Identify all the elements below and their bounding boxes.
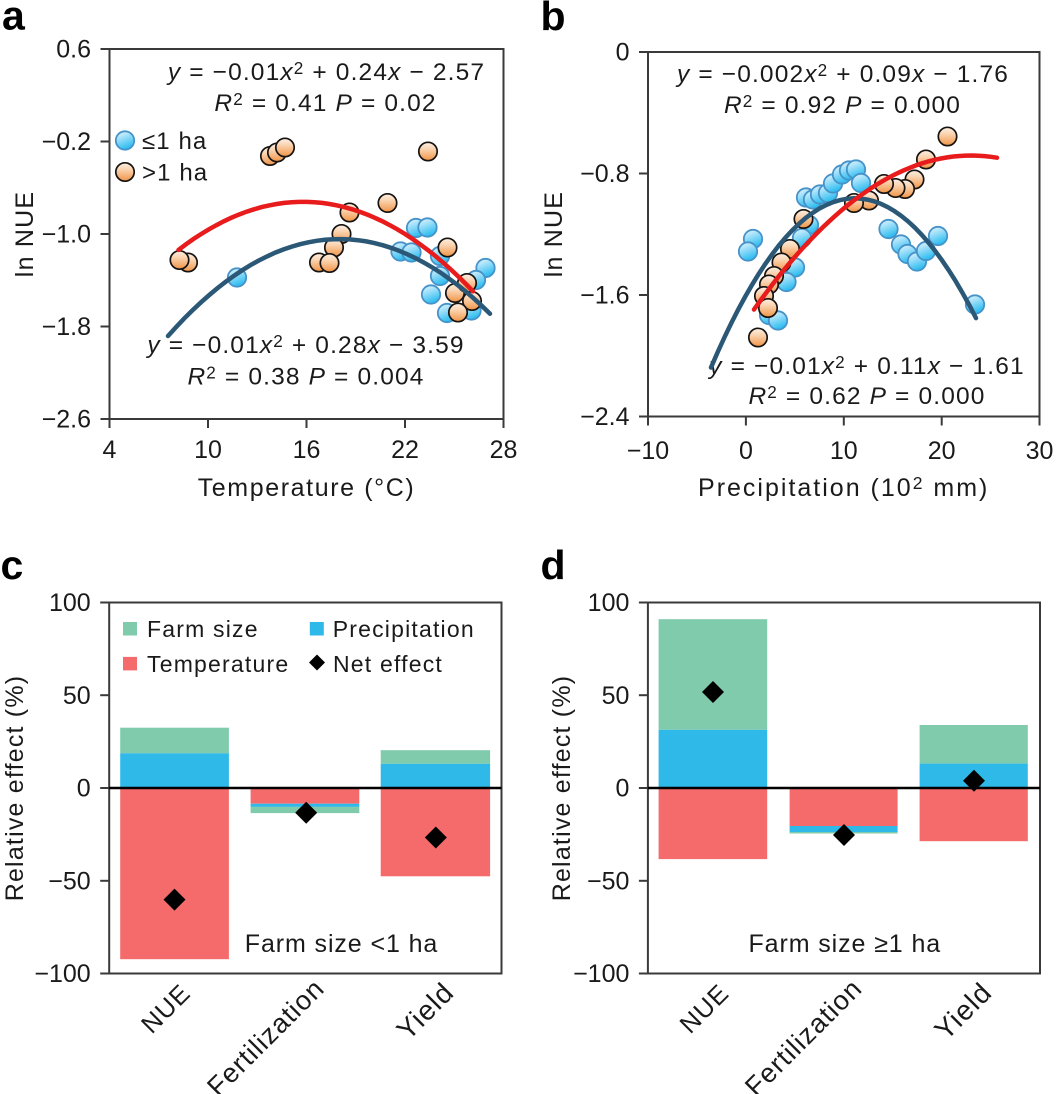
svg-text:ln NUE: ln NUE: [540, 191, 568, 277]
svg-text:−0.8: −0.8: [580, 160, 629, 188]
svg-text:100: 100: [49, 589, 91, 617]
svg-text:20: 20: [928, 437, 956, 465]
svg-text:a: a: [2, 0, 26, 39]
svg-text:y = −0.01x2 + 0.11x − 1.61: y = −0.01x2 + 0.11x − 1.61: [707, 352, 1025, 379]
svg-text:y = −0.002x2 + 0.09x − 1.76: y = −0.002x2 + 0.09x − 1.76: [675, 61, 1009, 88]
svg-text:d: d: [541, 542, 566, 588]
svg-text:b: b: [541, 0, 566, 39]
svg-text:0.6: 0.6: [56, 36, 91, 64]
svg-text:−100: −100: [34, 960, 90, 988]
svg-text:22: 22: [391, 436, 419, 464]
svg-text:y = −0.01x2 + 0.28x − 3.59: y = −0.01x2 + 0.28x − 3.59: [145, 332, 464, 359]
svg-text:100: 100: [588, 589, 630, 617]
svg-text:10: 10: [194, 436, 222, 464]
svg-text:>1 ha: >1 ha: [142, 160, 208, 187]
svg-text:−1.8: −1.8: [42, 313, 91, 341]
svg-text:−100: −100: [573, 960, 629, 988]
svg-text:Farm size ≥1 ha: Farm size ≥1 ha: [749, 930, 942, 958]
svg-text:Relative effect (%): Relative effect (%): [1, 675, 29, 902]
svg-text:≤1 ha: ≤1 ha: [142, 128, 207, 155]
svg-text:R2 = 0.41 P = 0.02: R2 = 0.41 P = 0.02: [214, 90, 436, 117]
svg-text:−2.4: −2.4: [580, 403, 629, 431]
svg-text:−50: −50: [48, 868, 90, 896]
svg-text:−1.0: −1.0: [42, 221, 91, 249]
svg-text:ln NUE: ln NUE: [11, 191, 39, 277]
svg-text:Farm size: Farm size: [147, 616, 259, 642]
svg-text:0: 0: [615, 775, 629, 803]
svg-text:4: 4: [103, 436, 117, 464]
svg-text:R2 = 0.38 P = 0.004: R2 = 0.38 P = 0.004: [187, 363, 424, 390]
svg-text:10: 10: [830, 437, 858, 465]
svg-text:Precipitation: Precipitation: [333, 616, 475, 642]
svg-text:Temperature (°C): Temperature (°C): [198, 474, 416, 502]
svg-text:−50: −50: [587, 868, 629, 896]
svg-text:Farm size <1 ha: Farm size <1 ha: [245, 930, 438, 958]
svg-text:0: 0: [739, 437, 753, 465]
svg-text:28: 28: [490, 436, 518, 464]
svg-text:c: c: [1, 542, 24, 588]
svg-text:−2.6: −2.6: [42, 406, 91, 434]
svg-text:50: 50: [63, 682, 91, 710]
svg-text:0: 0: [77, 775, 91, 803]
svg-text:16: 16: [293, 436, 321, 464]
svg-text:Relative effect (%): Relative effect (%): [548, 675, 576, 902]
svg-text:R2 = 0.62 P = 0.000: R2 = 0.62 P = 0.000: [748, 383, 985, 410]
svg-text:y = −0.01x2 + 0.24x − 2.57: y = −0.01x2 + 0.24x − 2.57: [166, 59, 485, 86]
svg-text:−10: −10: [627, 437, 669, 465]
svg-text:Net effect: Net effect: [333, 651, 443, 677]
svg-text:Temperature: Temperature: [147, 651, 289, 677]
svg-text:R2 = 0.92 P = 0.000: R2 = 0.92 P = 0.000: [724, 92, 961, 119]
svg-text:0: 0: [616, 39, 630, 67]
svg-text:−1.6: −1.6: [580, 282, 629, 310]
svg-text:30: 30: [1026, 437, 1054, 465]
svg-text:−0.2: −0.2: [42, 128, 91, 156]
svg-text:Precipitation (102 mm): Precipitation (102 mm): [698, 473, 989, 502]
svg-text:50: 50: [602, 682, 630, 710]
